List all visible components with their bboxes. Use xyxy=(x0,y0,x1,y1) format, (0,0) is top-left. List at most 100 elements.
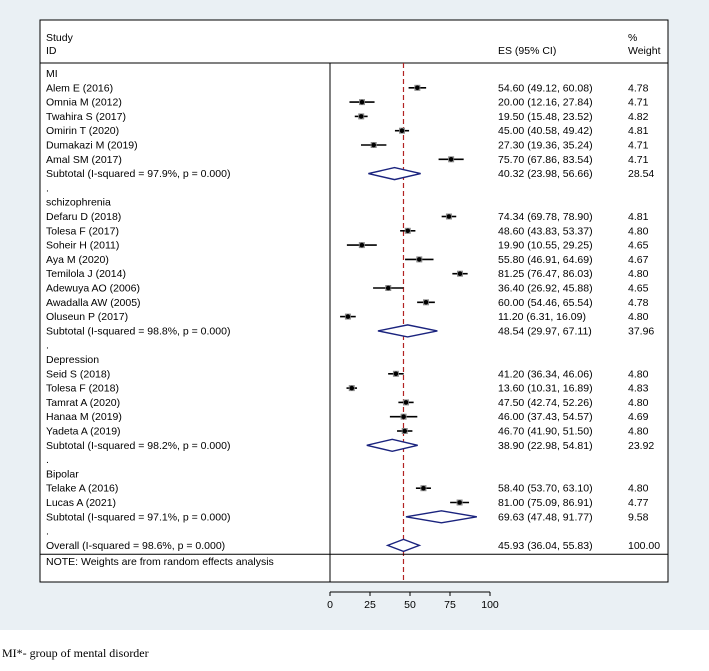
header-weight: Weight xyxy=(628,45,661,57)
study-label: Oluseun P (2017) xyxy=(46,311,128,323)
study-point xyxy=(403,400,409,405)
study-point xyxy=(416,257,422,262)
study-label: Hanaa M (2019) xyxy=(46,411,122,423)
study-point xyxy=(349,385,355,391)
study-label: Telake A (2016) xyxy=(46,483,118,495)
group-label: Bipolar xyxy=(46,468,79,480)
study-es-text: 54.60 (49.12, 60.08) xyxy=(498,82,593,94)
subtotal-es-text: 38.90 (22.98, 54.81) xyxy=(498,440,593,452)
study-point xyxy=(399,128,405,133)
study-weight-text: 4.80 xyxy=(628,311,649,323)
study-weight-text: 4.78 xyxy=(628,297,649,309)
study-weight-text: 4.80 xyxy=(628,368,649,380)
study-point xyxy=(415,85,420,91)
study-es-text: 58.40 (53.70, 63.10) xyxy=(498,483,593,495)
study-label: Alem E (2016) xyxy=(46,82,113,94)
study-weight-text: 4.82 xyxy=(628,111,649,123)
subtotal-label: Subtotal (I-squared = 97.9%, p = 0.000) xyxy=(46,168,230,180)
study-label: Twahira S (2017) xyxy=(46,111,126,123)
study-weight-text: 4.81 xyxy=(628,125,649,137)
study-weight-text: 4.69 xyxy=(628,411,649,423)
subtotal-weight-text: 9.58 xyxy=(628,511,649,523)
study-label: Temilola J (2014) xyxy=(46,268,126,280)
study-label: Tolesa F (2018) xyxy=(46,383,119,395)
study-point xyxy=(401,414,406,420)
study-point xyxy=(423,300,429,305)
study-es-text: 13.60 (10.31, 16.89) xyxy=(498,383,593,395)
study-label: Omirin T (2020) xyxy=(46,125,119,137)
group-label: schizophrenia xyxy=(46,197,111,209)
study-label: Aya M (2020) xyxy=(46,254,109,266)
study-label: Yadeta A (2019) xyxy=(46,426,121,438)
study-es-text: 46.00 (37.43, 54.57) xyxy=(498,411,593,423)
header-pct: % xyxy=(628,32,637,44)
study-weight-text: 4.83 xyxy=(628,383,649,395)
study-label: Awadalla AW (2005) xyxy=(46,297,141,309)
x-tick-label: 50 xyxy=(404,599,416,611)
study-es-text: 81.25 (76.47, 86.03) xyxy=(498,268,593,280)
figure-caption: MI*- group of mental disorder xyxy=(2,646,149,660)
study-point xyxy=(385,285,391,291)
study-es-text: 48.60 (43.83, 53.37) xyxy=(498,225,593,237)
study-label: Omnia M (2012) xyxy=(46,97,122,109)
overall-es-text: 45.93 (36.04, 55.83) xyxy=(498,540,593,552)
x-tick-label: 75 xyxy=(444,599,456,611)
study-es-text: 75.70 (67.86, 83.54) xyxy=(498,154,593,166)
study-point xyxy=(457,271,463,277)
study-es-text: 55.80 (46.91, 64.69) xyxy=(498,254,593,266)
study-label: Adewuya AO (2006) xyxy=(46,283,140,295)
study-label: Dumakazi M (2019) xyxy=(46,140,138,152)
study-label: Defaru D (2018) xyxy=(46,211,121,223)
study-point xyxy=(371,142,376,148)
study-point xyxy=(345,314,351,319)
group-label: Depression xyxy=(46,354,99,366)
study-weight-text: 4.81 xyxy=(628,211,649,223)
study-weight-text: 4.77 xyxy=(628,497,649,509)
study-es-text: 81.00 (75.09, 86.91) xyxy=(498,497,593,509)
subtotal-weight-text: 28.54 xyxy=(628,168,654,180)
group-label: MI xyxy=(46,68,58,80)
subtotal-weight-text: 23.92 xyxy=(628,440,654,452)
study-weight-text: 4.71 xyxy=(628,154,649,166)
subtotal-diamond xyxy=(377,324,438,338)
subtotal-label: Subtotal (I-squared = 98.2%, p = 0.000) xyxy=(46,440,230,452)
study-label: Soheir H (2011) xyxy=(46,240,119,252)
study-point xyxy=(446,214,452,219)
study-label: Amal SM (2017) xyxy=(46,154,122,166)
note-text: NOTE: Weights are from random effects an… xyxy=(46,556,274,568)
group-separator: . xyxy=(46,526,49,538)
group-separator: . xyxy=(46,182,49,194)
subtotal-label: Subtotal (I-squared = 98.8%, p = 0.000) xyxy=(46,325,230,337)
study-weight-text: 4.71 xyxy=(628,140,649,152)
subtotal-es-text: 69.63 (47.48, 91.77) xyxy=(498,511,593,523)
study-label: Lucas A (2021) xyxy=(46,497,116,509)
study-weight-text: 4.65 xyxy=(628,283,649,295)
study-es-text: 20.00 (12.16, 27.84) xyxy=(498,97,593,109)
subtotal-weight-text: 37.96 xyxy=(628,325,654,337)
group-separator: . xyxy=(46,340,49,352)
study-es-text: 47.50 (42.74, 52.26) xyxy=(498,397,593,409)
study-point xyxy=(457,500,462,505)
subtotal-diamond xyxy=(366,438,418,453)
subtotal-es-text: 40.32 (23.98, 56.66) xyxy=(498,168,593,180)
x-tick-label: 100 xyxy=(481,599,499,611)
study-label: Seid S (2018) xyxy=(46,368,110,380)
x-tick-label: 0 xyxy=(327,599,333,611)
study-point xyxy=(405,228,411,234)
study-point xyxy=(393,371,399,377)
study-es-text: 46.70 (41.90, 51.50) xyxy=(498,426,593,438)
study-es-text: 41.20 (36.34, 46.06) xyxy=(498,368,593,380)
study-point xyxy=(421,485,426,491)
study-es-text: 36.40 (26.92, 45.88) xyxy=(498,283,593,295)
header-study: Study xyxy=(46,32,74,44)
header-id: ID xyxy=(46,45,57,57)
study-weight-text: 4.80 xyxy=(628,397,649,409)
study-es-text: 19.90 (10.55, 29.25) xyxy=(498,240,593,252)
overall-weight-text: 100.00 xyxy=(628,540,660,552)
study-weight-text: 4.80 xyxy=(628,225,649,237)
study-weight-text: 4.65 xyxy=(628,240,649,252)
study-label: Tamrat A (2020) xyxy=(46,397,120,409)
group-separator: . xyxy=(46,454,49,466)
study-label: Tolesa F (2017) xyxy=(46,225,119,237)
